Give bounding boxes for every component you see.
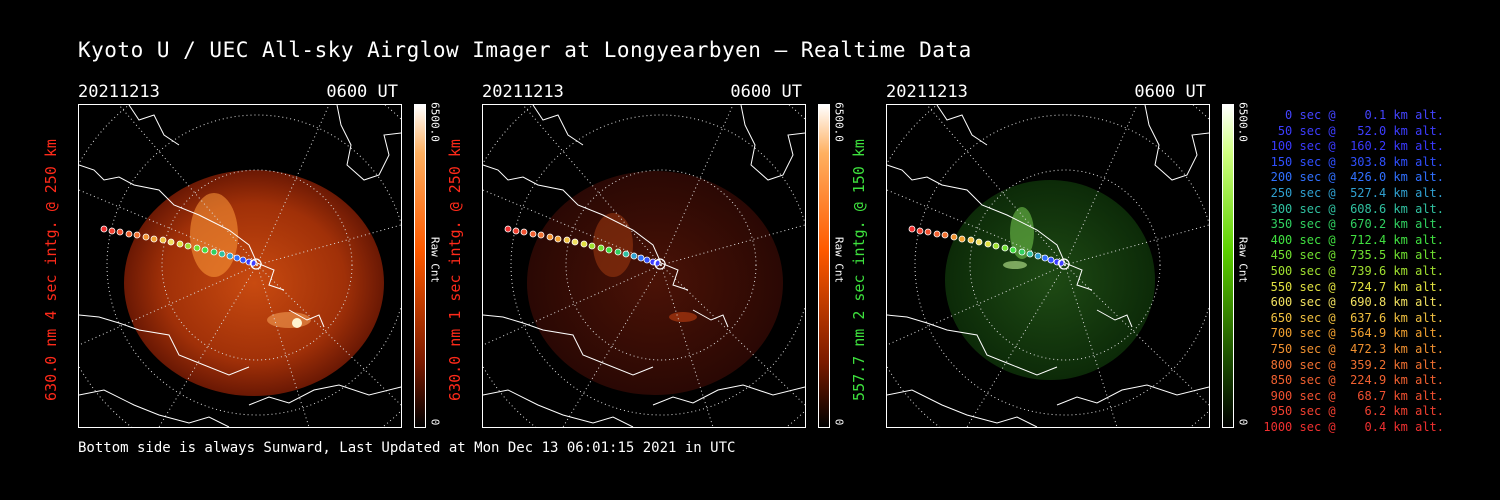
legend-item: 600 sec @ 690.8 km alt. (1263, 295, 1444, 310)
legend-item: 250 sec @ 527.4 km alt. (1263, 185, 1444, 200)
panel-date: 20211213 (886, 82, 968, 102)
page-title: Kyoto U / UEC All-sky Airglow Imager at … (78, 38, 972, 62)
colorbar (1222, 104, 1234, 428)
legend-item: 950 sec @ 6.2 km alt. (1263, 404, 1444, 419)
panel-date: 20211213 (78, 82, 160, 102)
legend-item: 500 sec @ 739.6 km alt. (1263, 263, 1444, 278)
legend-item: 400 sec @ 712.4 km alt. (1263, 232, 1444, 247)
legend-item: 1000 sec @ 0.4 km alt. (1263, 419, 1444, 434)
legend-item: 550 sec @ 724.7 km alt. (1263, 279, 1444, 294)
sky-disk (945, 180, 1155, 380)
colorbar-max-label: 6500.0 (428, 102, 442, 142)
sky-disk (527, 171, 783, 395)
colorbar-min-label: 0 (1236, 418, 1250, 426)
colorbar-min-label: 0 (832, 418, 846, 426)
aurora-glow (1003, 261, 1027, 269)
colorbar-unit-label: Raw Cnt (1236, 236, 1250, 284)
colorbar-max-label: 6500.0 (832, 102, 846, 142)
time-altitude-legend: 0 sec @ 0.1 km alt. 50 sec @ 52.0 km alt… (1262, 108, 1444, 435)
panel-wavelength-label: 630.0 nm 1 sec intg. @ 250 km (446, 139, 464, 401)
panel-time: 0600 UT (730, 82, 802, 102)
graticule (887, 105, 1209, 427)
legend-item: 650 sec @ 637.6 km alt. (1263, 310, 1444, 325)
allsky-image-svg (79, 105, 401, 427)
trajectory (504, 225, 666, 270)
page-footer: Bottom side is always Sunward, Last Upda… (78, 440, 736, 456)
allsky-image-svg (887, 105, 1209, 427)
airglow-panel-1: 20211213 0600 UT 630.0 nm 4 sec intg. @ … (42, 82, 442, 432)
legend-item: 700 sec @ 564.9 km alt. (1263, 326, 1444, 341)
trajectory (100, 225, 262, 270)
allsky-image (886, 104, 1210, 428)
aurora-glow (267, 312, 311, 328)
panel-wavelength-label: 630.0 nm 4 sec intg. @ 250 km (42, 139, 60, 401)
trajectory (908, 225, 1070, 270)
allsky-image (78, 104, 402, 428)
legend-item: 100 sec @ 160.2 km alt. (1263, 139, 1444, 154)
colorbar-min-label: 0 (428, 418, 442, 426)
graticule (483, 105, 805, 427)
legend-item: 300 sec @ 608.6 km alt. (1263, 201, 1444, 216)
panel-date: 20211213 (482, 82, 564, 102)
panel-wavelength-label: 557.7 nm 2 sec intg. @ 150 km (850, 139, 868, 401)
legend-item: 200 sec @ 426.0 km alt. (1263, 170, 1444, 185)
aurora-glow (190, 193, 238, 277)
panel-time: 0600 UT (1134, 82, 1206, 102)
coastlines (887, 105, 1209, 427)
aurora-glow (593, 213, 633, 277)
legend-item: 0 sec @ 0.1 km alt. (1263, 108, 1444, 122)
allsky-image (482, 104, 806, 428)
airglow-panel-3: 20211213 0600 UT 557.7 nm 2 sec intg. @ … (850, 82, 1250, 432)
legend-item: 900 sec @ 68.7 km alt. (1263, 388, 1444, 403)
legend-item: 450 sec @ 735.5 km alt. (1263, 248, 1444, 263)
colorbar (818, 104, 830, 428)
sky-disk (124, 170, 384, 396)
legend-item: 350 sec @ 670.2 km alt. (1263, 217, 1444, 232)
allsky-image-svg (483, 105, 805, 427)
colorbar-unit-label: Raw Cnt (832, 236, 846, 284)
colorbar-max-label: 6500.0 (1236, 102, 1250, 142)
bright-spot (292, 318, 302, 328)
panel-time: 0600 UT (326, 82, 398, 102)
colorbar (414, 104, 426, 428)
coastlines (483, 105, 805, 427)
legend-item: 800 sec @ 359.2 km alt. (1263, 357, 1444, 372)
legend-item: 750 sec @ 472.3 km alt. (1263, 341, 1444, 356)
legend-item: 850 sec @ 224.9 km alt. (1263, 373, 1444, 388)
aurora-glow (669, 312, 697, 322)
airglow-panel-2: 20211213 0600 UT 630.0 nm 1 sec intg. @ … (446, 82, 846, 432)
legend-item: 150 sec @ 303.8 km alt. (1263, 154, 1444, 169)
graticule (79, 105, 401, 427)
colorbar-unit-label: Raw Cnt (428, 236, 442, 284)
coastlines (79, 105, 401, 427)
legend-item: 50 sec @ 52.0 km alt. (1263, 123, 1444, 138)
